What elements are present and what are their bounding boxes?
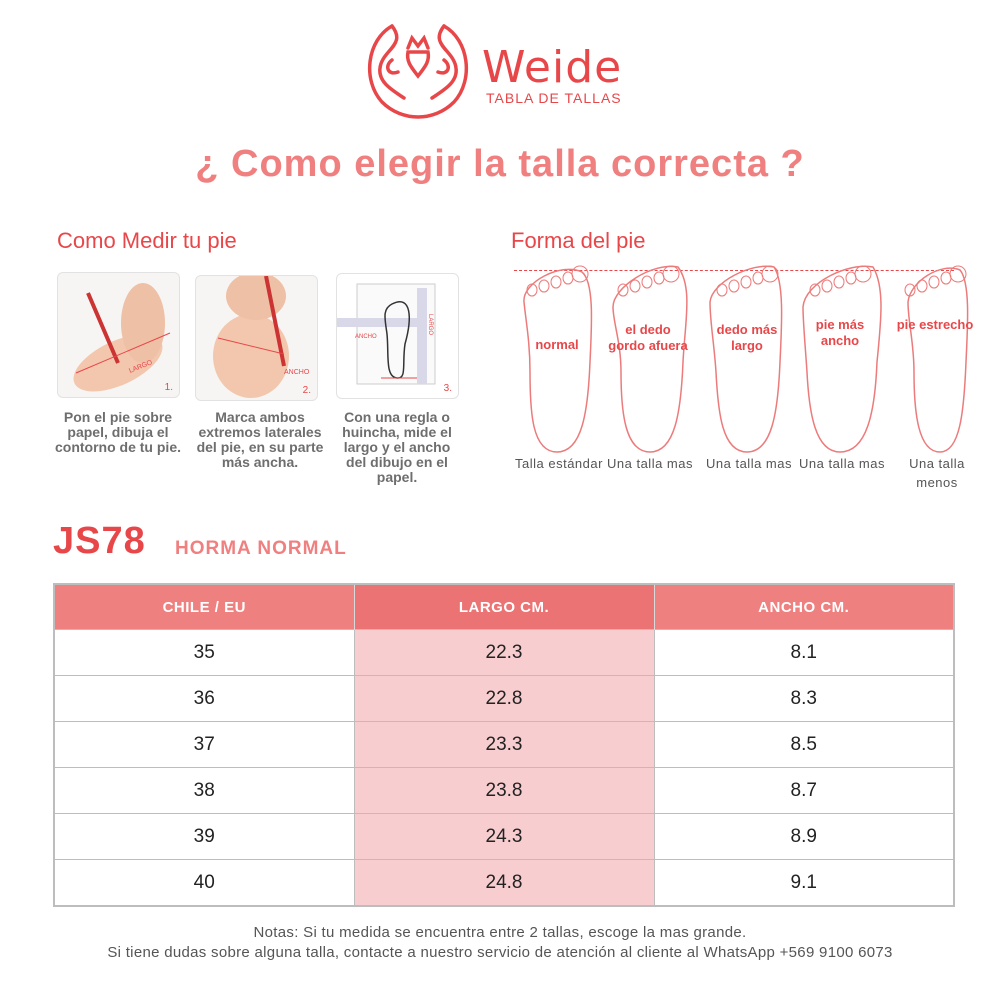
cell-ancho: 8.9	[653, 813, 955, 860]
foot-shape-label: pie más ancho	[815, 317, 865, 348]
cell-ancho: 8.1	[653, 629, 955, 676]
foot-shape-label: normal	[535, 337, 579, 352]
step-2-image: ANCHO 2.	[195, 275, 318, 401]
toe-guide-line	[514, 270, 954, 271]
table-header-row: CHILE / EU LARGO CM. ANCHO CM.	[54, 584, 955, 630]
cell-ancho: 8.5	[653, 721, 955, 768]
step-1-number: 1.	[164, 382, 173, 393]
step-2-text: Marca ambos extremos laterales del pie, …	[196, 409, 324, 470]
table-row: 37 23.3 8.5	[53, 721, 955, 768]
cell-size: 40	[53, 859, 355, 907]
step-3-number: 3.	[443, 383, 452, 394]
step-2-number: 2.	[302, 385, 311, 396]
step-3-largo-label: LARGO	[427, 314, 433, 335]
foot-shape-3: dedo más largo	[702, 262, 792, 457]
foot-shape-4: pie más ancho	[795, 262, 885, 457]
cell-largo: 23.3	[353, 721, 655, 768]
cell-largo: 22.3	[353, 629, 655, 676]
foot-shape-heading: Forma del pie	[511, 228, 646, 253]
cell-ancho: 8.7	[653, 767, 955, 814]
measure-heading: Como Medir tu pie	[57, 228, 237, 253]
step-3-image: ANCHO LARGO 3.	[336, 273, 459, 399]
size-table: CHILE / EU LARGO CM. ANCHO CM. 35 22.3 8.1…	[53, 583, 955, 907]
foot-shape-1: normal	[512, 262, 602, 457]
paper-ruler-icon: ANCHO LARGO	[337, 283, 436, 385]
cell-ancho: 9.1	[653, 859, 955, 907]
foot-outline-icon	[904, 265, 969, 453]
foot-outline-icon	[802, 265, 882, 453]
foot-outline-icon	[523, 265, 593, 453]
model-code: JS78	[53, 520, 146, 562]
table-row: 38 23.8 8.7	[53, 767, 955, 814]
cell-largo: 23.8	[353, 767, 655, 814]
foot-shape-caption: Talla estándar	[515, 456, 603, 471]
cell-size: 36	[53, 675, 355, 722]
cell-size: 37	[53, 721, 355, 768]
brand-subtitle: TABLA DE TALLAS	[486, 90, 622, 106]
step-1-text: Pon el pie sobre papel, dibuja el contor…	[55, 409, 181, 455]
foot-outline-icon	[709, 265, 783, 453]
foot-shape-caption: Una talla mas	[799, 456, 885, 471]
brand-name: Weide	[482, 42, 623, 93]
foot-shape-caption: Una talla mas	[607, 456, 693, 471]
table-row: 35 22.3 8.1	[53, 629, 955, 676]
page-title: ¿ Como elegir la talla correcta ?	[195, 143, 805, 185]
step-3-text: Con una regla o huincha, mide el largo y…	[342, 409, 452, 485]
step-2-ancho-label: ANCHO	[284, 369, 310, 376]
foot-outline-icon	[612, 265, 688, 453]
cell-size: 38	[53, 767, 355, 814]
table-row: 36 22.8 8.3	[53, 675, 955, 722]
header-chile-eu: CHILE / EU	[54, 584, 355, 630]
foot-shape-5: pie estrecho	[890, 262, 980, 457]
foot-shape-2: el dedo gordo afuera	[603, 262, 693, 457]
foot-measure-length-icon: LARGO	[73, 283, 171, 392]
cell-size: 39	[53, 813, 355, 860]
cell-size: 35	[53, 629, 355, 676]
horma-label: HORMA NORMAL	[175, 538, 347, 559]
foot-shape-caption: Una talla mas	[706, 456, 792, 471]
weide-logo-icon	[367, 24, 469, 119]
step-3-ancho-label: ANCHO	[355, 334, 377, 340]
note-2: Si tiene dudas sobre alguna talla, conta…	[107, 944, 893, 961]
header-largo: LARGO CM.	[354, 584, 655, 630]
table-row: 39 24.3 8.9	[53, 813, 955, 860]
cell-largo: 22.8	[353, 675, 655, 722]
cell-ancho: 8.3	[653, 675, 955, 722]
foot-shape-label: el dedo gordo afuera	[608, 322, 688, 353]
foot-shape-caption: Una talla menos	[909, 456, 965, 490]
cell-largo: 24.8	[353, 859, 655, 907]
foot-shape-label: pie estrecho	[896, 317, 974, 332]
header-ancho: ANCHO CM.	[654, 584, 955, 630]
note-1: Notas: Si tu medida se encuentra entre 2…	[253, 924, 747, 941]
cell-largo: 24.3	[353, 813, 655, 860]
foot-measure-width-icon: ANCHO	[213, 276, 310, 398]
table-row: 40 24.8 9.1	[53, 859, 955, 907]
foot-shape-label: dedo más largo	[716, 322, 778, 353]
step-1-image: LARGO 1.	[57, 272, 180, 398]
